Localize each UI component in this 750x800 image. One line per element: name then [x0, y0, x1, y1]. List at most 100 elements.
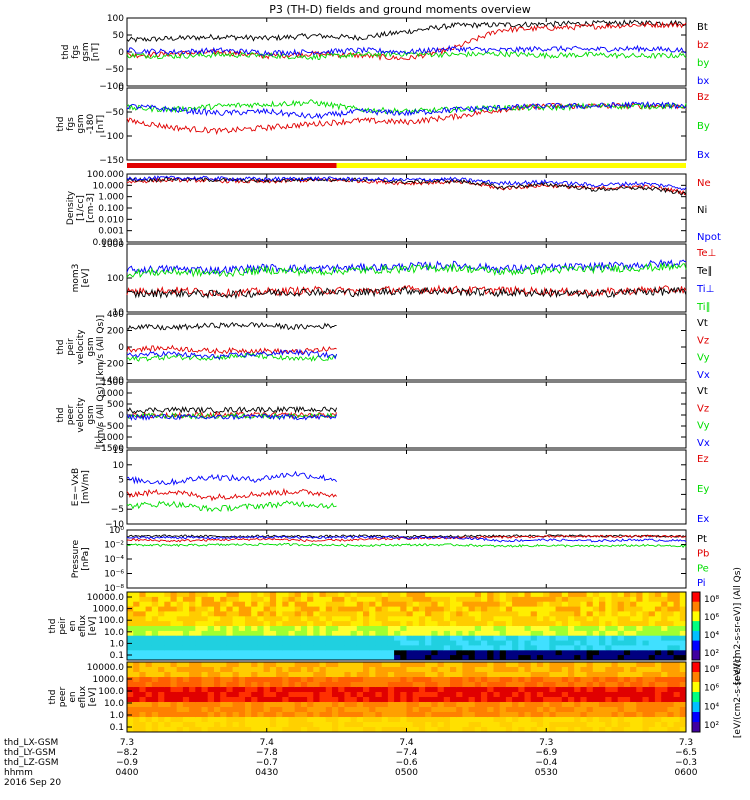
spectrogram-cell-ion_spec	[580, 592, 588, 598]
spectrogram-cell-elec_spec	[456, 717, 463, 723]
spectrogram-cell-ion_spec	[375, 596, 383, 603]
spectrogram-cell-elec_spec	[623, 702, 631, 708]
spectrogram-cell-ion_spec	[493, 606, 501, 612]
spectrogram-cell-elec_spec	[661, 712, 668, 718]
spectrogram-cell-elec_spec	[195, 722, 202, 728]
spectrogram-cell-ion_spec	[220, 621, 227, 627]
spectrogram-cell-ion_spec	[481, 655, 488, 661]
spectrogram-cell-ion_spec	[319, 621, 327, 627]
series-efield-Ex	[126, 470, 337, 486]
spectrogram-cell-ion_spec	[599, 640, 606, 646]
spectrogram-cell-ion_spec	[319, 635, 327, 642]
spectrogram-cell-ion_spec	[661, 596, 668, 603]
spectrogram-cell-elec_spec	[580, 717, 588, 723]
spectrogram-cell-elec_spec	[654, 712, 662, 718]
spectrogram-cell-ion_spec	[592, 650, 600, 656]
spectrogram-cell-ion_spec	[238, 655, 246, 661]
spectrogram-cell-ion_spec	[232, 645, 240, 651]
spectrogram-cell-elec_spec	[282, 717, 289, 723]
spectrogram-cell-elec_spec	[536, 717, 544, 723]
spectrogram-cell-ion_spec	[282, 626, 289, 632]
spectrogram-cell-ion_spec	[617, 621, 625, 627]
spectrogram-cell-elec_spec	[406, 662, 414, 668]
spectrogram-cell-elec_spec	[164, 722, 171, 728]
spectrogram-cell-ion_spec	[592, 635, 600, 642]
spectrogram-cell-ion_spec	[412, 616, 420, 622]
spectrogram-cell-ion_spec	[151, 592, 159, 598]
spectrogram-cell-elec_spec	[623, 707, 631, 713]
spectrogram-cell-elec_spec	[586, 717, 594, 723]
spectrogram-cell-ion_spec	[133, 601, 140, 608]
spectrogram-cell-ion_spec	[518, 606, 525, 612]
spectrogram-cell-elec_spec	[673, 687, 681, 693]
spectrogram-cell-ion_spec	[524, 606, 532, 612]
spectrogram-cell-ion_spec	[580, 640, 588, 646]
spectrogram-cell-ion_spec	[580, 650, 588, 656]
spectrogram-cell-ion_spec	[586, 592, 594, 598]
spectrogram-cell-elec_spec	[394, 662, 401, 668]
spectrogram-cell-elec_spec	[325, 697, 333, 703]
ephemeris-row-label: hhmm	[4, 768, 33, 778]
spectrogram-cell-elec_spec	[425, 722, 432, 728]
spectrogram-cell-ion_spec	[586, 611, 594, 617]
spectrogram-cell-elec_spec	[238, 662, 246, 668]
spectrogram-cell-elec_spec	[642, 667, 650, 673]
spectrogram-cell-elec_spec	[661, 727, 668, 733]
spectrogram-cell-ion_spec	[611, 592, 619, 598]
spectrogram-cell-elec_spec	[263, 707, 271, 713]
spectrogram-cell-ion_spec	[412, 655, 420, 661]
y-tick-label-efield: 0	[118, 490, 124, 500]
spectrogram-cell-ion_spec	[288, 616, 296, 622]
spectrogram-cell-elec_spec	[418, 672, 426, 678]
spectrogram-cell-elec_spec	[450, 662, 457, 668]
spectrogram-cell-elec_spec	[375, 727, 383, 733]
spectrogram-cell-ion_spec	[282, 601, 289, 608]
spectrogram-cell-ion_spec	[300, 655, 308, 661]
colorbar-tick-elec_spec: 10²	[704, 721, 719, 731]
spectrogram-cell-elec_spec	[605, 667, 612, 673]
spectrogram-cell-elec_spec	[288, 667, 296, 673]
spectrogram-cell-elec_spec	[387, 667, 395, 673]
y-tick-label-ve: 1500	[101, 378, 124, 388]
spectrogram-cell-elec_spec	[561, 672, 569, 678]
legend-fgs_dsl-By: By	[697, 121, 710, 132]
spectrogram-cell-elec_spec	[338, 717, 345, 723]
spectrogram-cell-ion_spec	[381, 630, 389, 637]
spectrogram-cell-elec_spec	[276, 682, 283, 688]
spectrogram-cell-elec_spec	[450, 682, 457, 688]
spectrogram-cell-ion_spec	[350, 640, 358, 646]
spectrogram-cell-ion_spec	[139, 645, 147, 651]
spectrogram-cell-ion_spec	[630, 611, 637, 617]
spectrogram-cell-elec_spec	[288, 677, 296, 683]
series-vi-Vz	[126, 344, 337, 356]
spectrogram-cell-ion_spec	[512, 630, 519, 637]
spectrogram-cell-elec_spec	[338, 702, 345, 708]
spectrogram-cell-elec_spec	[406, 707, 414, 713]
spectrogram-cell-ion_spec	[251, 606, 258, 612]
spectrogram-cell-ion_spec	[381, 650, 389, 656]
spectrogram-cell-elec_spec	[207, 677, 215, 683]
spectrogram-cell-ion_spec	[543, 626, 550, 632]
spectrogram-cell-elec_spec	[543, 662, 550, 668]
spectrogram-cell-ion_spec	[474, 606, 482, 612]
spectrogram-cell-elec_spec	[375, 702, 383, 708]
spectrogram-cell-elec_spec	[288, 697, 296, 703]
ephemeris-value: −0.9	[116, 758, 138, 768]
spectrogram-cell-elec_spec	[381, 687, 389, 693]
series-fgs-bx	[126, 44, 687, 57]
spectrogram-cell-elec_spec	[530, 692, 538, 698]
spectrogram-cell-ion_spec	[481, 630, 488, 637]
spectrogram-cell-ion_spec	[568, 596, 575, 603]
spectrogram-cell-elec_spec	[151, 712, 159, 718]
spectrogram-cell-ion_spec	[574, 616, 581, 622]
spectrogram-cell-elec_spec	[269, 672, 277, 678]
spectrogram-cell-elec_spec	[400, 717, 407, 723]
spectrogram-cell-ion_spec	[332, 650, 339, 656]
y-axis-label-temperature: mom3[eV]	[71, 264, 91, 293]
spectrogram-cell-elec_spec	[642, 662, 650, 668]
spectrogram-cell-ion_spec	[549, 635, 557, 642]
spectrogram-cell-elec_spec	[176, 692, 184, 698]
spectrogram-cell-elec_spec	[406, 677, 414, 683]
spectrogram-cell-elec_spec	[412, 697, 420, 703]
spectrogram-cell-elec_spec	[332, 702, 339, 708]
